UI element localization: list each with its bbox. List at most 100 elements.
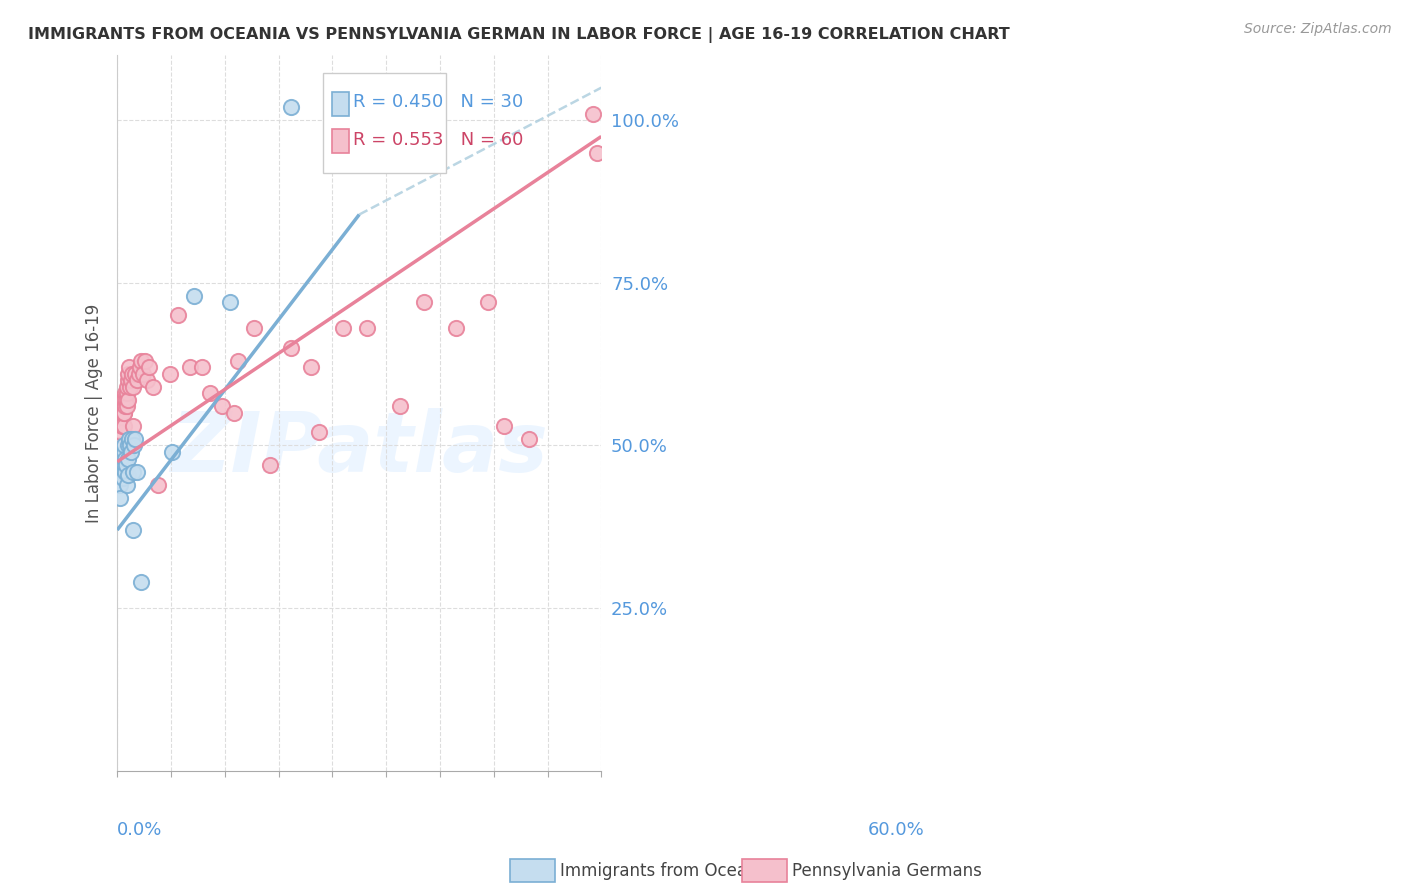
Point xyxy=(160,445,183,459)
Point xyxy=(122,523,145,537)
Point xyxy=(115,392,138,407)
Point xyxy=(121,432,143,446)
Point xyxy=(121,367,143,381)
Point xyxy=(112,406,135,420)
Point xyxy=(582,106,605,120)
Point xyxy=(517,432,540,446)
Point xyxy=(138,360,160,375)
Point xyxy=(166,309,188,323)
FancyBboxPatch shape xyxy=(332,128,349,153)
Point xyxy=(114,392,136,407)
Point xyxy=(128,367,150,381)
Point xyxy=(115,477,138,491)
Point xyxy=(121,380,143,394)
Point xyxy=(117,373,139,387)
Point xyxy=(198,386,221,401)
Point xyxy=(110,425,132,440)
Text: Pennsylvania Germans: Pennsylvania Germans xyxy=(792,862,981,880)
Text: R = 0.553   N = 60: R = 0.553 N = 60 xyxy=(353,130,523,149)
Point xyxy=(112,445,135,459)
Point xyxy=(112,458,135,472)
Point xyxy=(132,367,155,381)
Point xyxy=(159,367,181,381)
Point xyxy=(115,458,138,472)
Point xyxy=(179,360,201,375)
Text: R = 0.450   N = 30: R = 0.450 N = 30 xyxy=(353,93,523,111)
Point xyxy=(111,392,134,407)
Text: IMMIGRANTS FROM OCEANIA VS PENNSYLVANIA GERMAN IN LABOR FORCE | AGE 16-19 CORREL: IMMIGRANTS FROM OCEANIA VS PENNSYLVANIA … xyxy=(28,27,1010,43)
Point xyxy=(146,477,169,491)
Point xyxy=(259,458,281,472)
Text: ZIPatlas: ZIPatlas xyxy=(170,409,548,489)
Point xyxy=(219,295,242,310)
Point xyxy=(356,321,378,335)
Point xyxy=(117,392,139,407)
Text: Source: ZipAtlas.com: Source: ZipAtlas.com xyxy=(1244,22,1392,37)
Text: 60.0%: 60.0% xyxy=(868,821,924,838)
Point xyxy=(280,341,302,355)
Point xyxy=(586,145,609,160)
Point xyxy=(183,289,205,303)
Point xyxy=(128,360,150,375)
Point xyxy=(122,419,145,434)
Point xyxy=(122,438,145,452)
Point xyxy=(332,321,354,335)
Point xyxy=(134,354,156,368)
Point xyxy=(115,386,138,401)
Point xyxy=(117,467,139,482)
Point xyxy=(299,360,322,375)
Point xyxy=(114,438,136,452)
Point xyxy=(120,373,142,387)
Text: 0.0%: 0.0% xyxy=(117,821,163,838)
Point xyxy=(111,471,134,485)
Point xyxy=(243,321,266,335)
Point xyxy=(136,373,159,387)
Point xyxy=(124,432,146,446)
Point xyxy=(114,406,136,420)
Point xyxy=(114,465,136,479)
Point xyxy=(494,419,516,434)
Point xyxy=(108,445,131,459)
Point xyxy=(131,354,153,368)
Point xyxy=(120,445,142,459)
Point xyxy=(127,373,149,387)
Point xyxy=(111,465,134,479)
Point xyxy=(117,438,139,452)
Point xyxy=(388,400,411,414)
Point xyxy=(111,406,134,420)
Point xyxy=(308,425,330,440)
Point xyxy=(211,400,233,414)
Point xyxy=(124,367,146,381)
Point xyxy=(115,400,138,414)
Point xyxy=(121,465,143,479)
Point xyxy=(114,451,136,466)
Point xyxy=(112,419,135,434)
Point xyxy=(120,438,142,452)
Point xyxy=(110,451,132,466)
Point xyxy=(107,438,129,452)
Point xyxy=(477,295,499,310)
Point xyxy=(191,360,214,375)
Point xyxy=(118,360,141,375)
Point xyxy=(120,380,142,394)
Point xyxy=(110,491,132,505)
Point xyxy=(114,386,136,401)
Y-axis label: In Labor Force | Age 16-19: In Labor Force | Age 16-19 xyxy=(86,303,103,523)
Point xyxy=(127,465,149,479)
Point xyxy=(142,380,165,394)
Point xyxy=(115,380,138,394)
Text: Immigrants from Oceania: Immigrants from Oceania xyxy=(560,862,772,880)
Point xyxy=(444,321,467,335)
Point xyxy=(131,575,153,590)
Point xyxy=(114,400,136,414)
FancyBboxPatch shape xyxy=(323,73,446,173)
Point xyxy=(117,367,139,381)
FancyBboxPatch shape xyxy=(332,92,349,116)
Point xyxy=(226,354,249,368)
Point xyxy=(117,451,139,466)
Point xyxy=(118,432,141,446)
Point xyxy=(111,419,134,434)
Point xyxy=(108,477,131,491)
Point xyxy=(224,406,246,420)
Point xyxy=(412,295,434,310)
